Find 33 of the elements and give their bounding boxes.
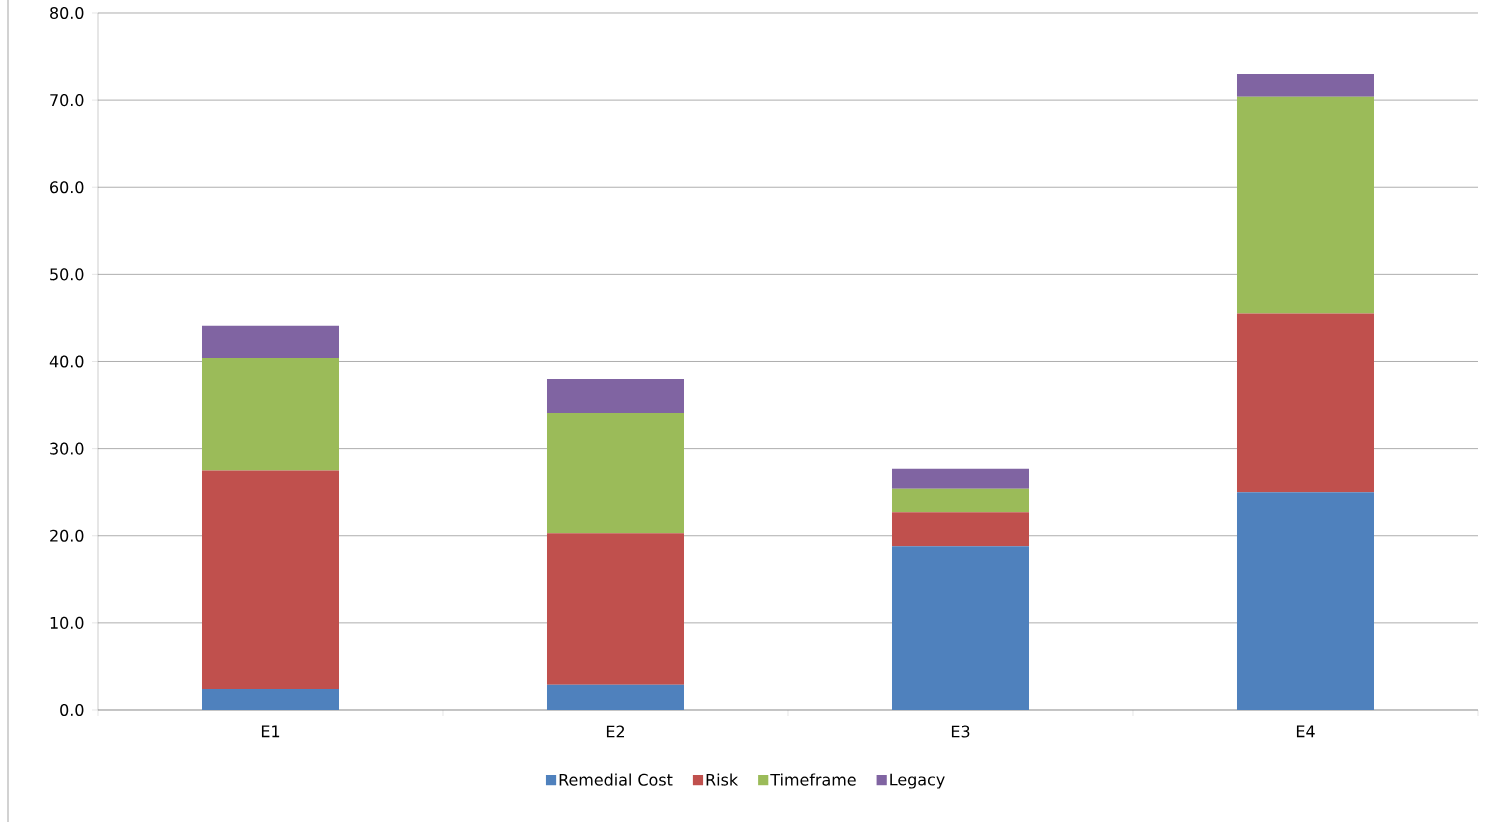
bar [892, 546, 1029, 710]
legend-label: Timeframe [770, 773, 856, 786]
bar [1236, 73, 1374, 97]
x-tick-label: E4 [1296, 725, 1315, 738]
legend-label: Remedial Cost [559, 773, 673, 786]
bar [202, 325, 339, 358]
x-tick-label: E2 [606, 725, 625, 738]
y-tick-label: 70.0 [50, 94, 84, 107]
x-tick-label: E1 [261, 725, 280, 738]
bar [202, 470, 339, 690]
bar [547, 684, 684, 710]
legend-label: Risk [706, 773, 739, 786]
y-tick-label: 10.0 [50, 616, 84, 629]
y-tick-label: 20.0 [50, 529, 84, 542]
y-tick-label: 0.0 [60, 703, 84, 717]
bar [202, 358, 339, 471]
bar [1236, 492, 1374, 710]
bar [202, 689, 339, 710]
y-tick-label: 30.0 [50, 442, 84, 455]
bar [547, 533, 684, 685]
legend-label: Legacy [890, 773, 945, 789]
y-tick-label: 80.0 [50, 6, 84, 20]
bar [1236, 313, 1374, 493]
bar [892, 488, 1029, 513]
bar [892, 512, 1029, 547]
bar [1236, 96, 1374, 314]
bar [892, 468, 1029, 489]
bar [547, 378, 684, 413]
y-tick-label: 50.0 [50, 268, 84, 281]
x-tick-label: E3 [951, 725, 970, 738]
y-tick-label: 40.0 [49, 355, 84, 368]
y-tick-label: 60.0 [50, 181, 84, 194]
bar [547, 412, 684, 534]
